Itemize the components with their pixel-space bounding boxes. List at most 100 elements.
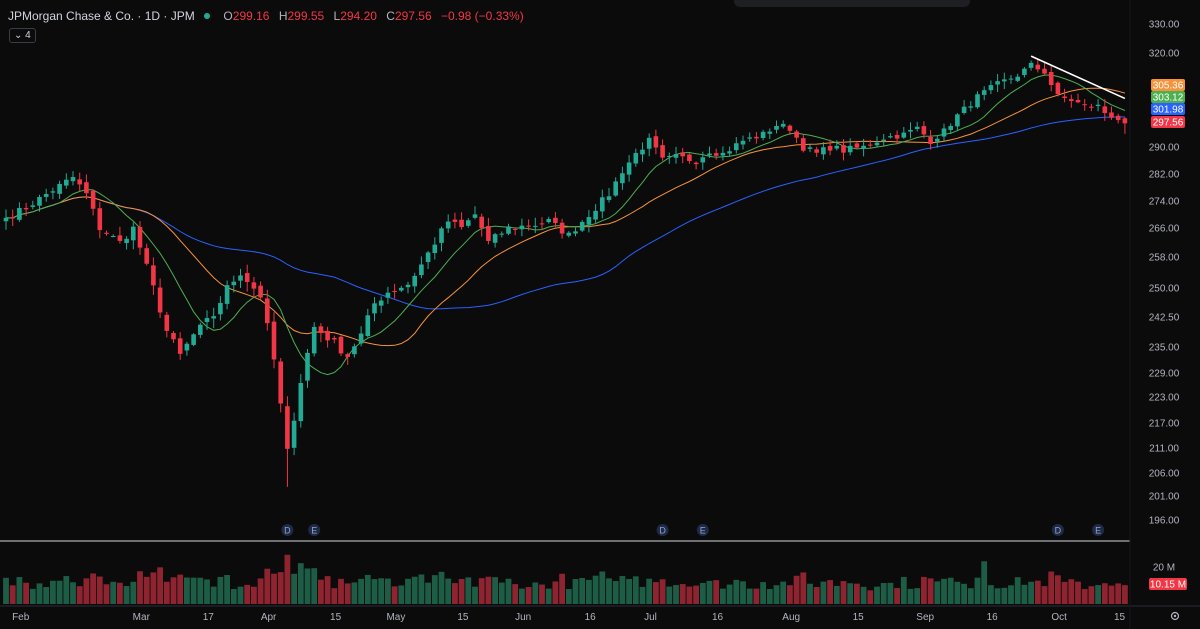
- price-tick-label: 282.00: [1149, 170, 1180, 181]
- candle: [995, 74, 1000, 92]
- earnings-marker[interactable]: E: [1092, 524, 1105, 536]
- indicators-toggle-button[interactable]: ⌄ 4: [9, 28, 36, 43]
- candle: [707, 146, 712, 158]
- volume-bar: [780, 581, 787, 604]
- candle: [445, 214, 451, 233]
- volume-bar: [331, 588, 338, 604]
- candle: [801, 134, 806, 153]
- candle-body: [1109, 112, 1114, 118]
- volume-bar: [163, 581, 170, 604]
- volume-bar: [827, 580, 833, 604]
- event-badge: [1092, 524, 1105, 536]
- candle-body: [37, 197, 42, 206]
- volume-bar: [143, 576, 150, 604]
- volume-bar: [666, 586, 673, 604]
- volume-bar: [1122, 585, 1128, 604]
- time-tick-label: 17: [203, 612, 215, 623]
- candle-body: [801, 138, 806, 151]
- candle: [1008, 74, 1014, 84]
- volume-bar: [1101, 583, 1108, 604]
- candle: [847, 138, 853, 156]
- volume-bar: [639, 586, 646, 604]
- candle-body: [901, 132, 907, 138]
- candle-body: [110, 236, 116, 238]
- candle: [305, 349, 310, 388]
- candle-body: [546, 219, 551, 223]
- volume-bar: [157, 567, 163, 604]
- event-badge: [308, 524, 321, 536]
- candle-body: [358, 333, 364, 344]
- candle: [780, 120, 786, 129]
- symbol-legend: JPMorgan Chase & Co. · 1D · JPM O299.16 …: [8, 9, 524, 23]
- candle-body: [606, 196, 612, 200]
- volume-bar: [813, 587, 820, 604]
- volume-bar: [606, 578, 612, 604]
- candle: [57, 180, 62, 199]
- candle-body: [57, 183, 62, 194]
- volume-bar: [3, 577, 9, 604]
- volume-bar: [914, 588, 921, 604]
- candle: [137, 221, 143, 255]
- candle-body: [693, 162, 699, 165]
- low-value: 294.20: [340, 9, 377, 23]
- event-badge: [696, 524, 709, 536]
- candle-body: [593, 210, 598, 220]
- time-tick-label: Sep: [916, 612, 934, 623]
- candle-body: [734, 143, 739, 151]
- price-tick-label: 242.50: [1149, 313, 1180, 324]
- symbol-title[interactable]: JPMorgan Chase & Co. · 1D · JPM: [8, 9, 195, 23]
- dividend-marker[interactable]: D: [656, 524, 669, 536]
- candle-body: [975, 94, 980, 108]
- candle-body: [961, 106, 967, 113]
- volume-bar: [210, 586, 217, 604]
- candle-body: [285, 406, 290, 449]
- top-toolbar-tab[interactable]: [734, 0, 970, 7]
- earnings-marker[interactable]: E: [696, 524, 709, 536]
- candle-body: [392, 290, 397, 292]
- price-tag-value: 297.56: [1153, 118, 1184, 129]
- low-label: L: [333, 9, 341, 23]
- earnings-marker[interactable]: E: [308, 524, 321, 536]
- candle: [224, 280, 230, 310]
- volume-bar: [230, 588, 237, 604]
- volume-bar: [90, 573, 96, 604]
- price-tag-box: [1151, 116, 1185, 128]
- candle: [606, 187, 612, 203]
- candle-body: [821, 147, 826, 155]
- dividend-marker[interactable]: D: [281, 524, 294, 536]
- candle-body: [365, 315, 371, 337]
- volume-bar: [512, 584, 519, 604]
- candle: [419, 256, 424, 279]
- candle-body: [519, 225, 525, 230]
- volume-bar: [478, 578, 485, 604]
- candle-body: [231, 281, 237, 286]
- price-tag-ma-slow: 301.98: [1151, 103, 1185, 116]
- price-tick-label: 229.00: [1149, 369, 1180, 380]
- candle: [1122, 117, 1128, 134]
- candle-body: [291, 420, 297, 448]
- candle-body: [452, 219, 458, 222]
- volume-bar: [50, 580, 56, 604]
- candle-body: [77, 179, 82, 185]
- candle-body: [70, 177, 76, 182]
- volume-bar: [418, 574, 425, 604]
- candle: [955, 113, 960, 132]
- candle-body: [586, 217, 592, 225]
- volume-bar: [130, 581, 137, 604]
- volume-bar: [498, 582, 505, 604]
- candle-body: [204, 318, 210, 322]
- candle: [1035, 58, 1041, 73]
- volume-bar: [699, 582, 706, 604]
- candle-body: [854, 143, 860, 148]
- candle-body: [405, 284, 411, 288]
- candle-body: [244, 273, 250, 282]
- gear-icon[interactable]: [1170, 611, 1180, 621]
- moving-averages: [5, 74, 1126, 376]
- dividend-marker[interactable]: D: [1051, 524, 1064, 536]
- candle: [1042, 62, 1047, 75]
- candle-body: [868, 144, 873, 146]
- time-axis: Feb Mar 17 Apr 15 May 15 Jun 16 Jul 16 Aug 15 Sep 16 Oc…: [12, 612, 1125, 623]
